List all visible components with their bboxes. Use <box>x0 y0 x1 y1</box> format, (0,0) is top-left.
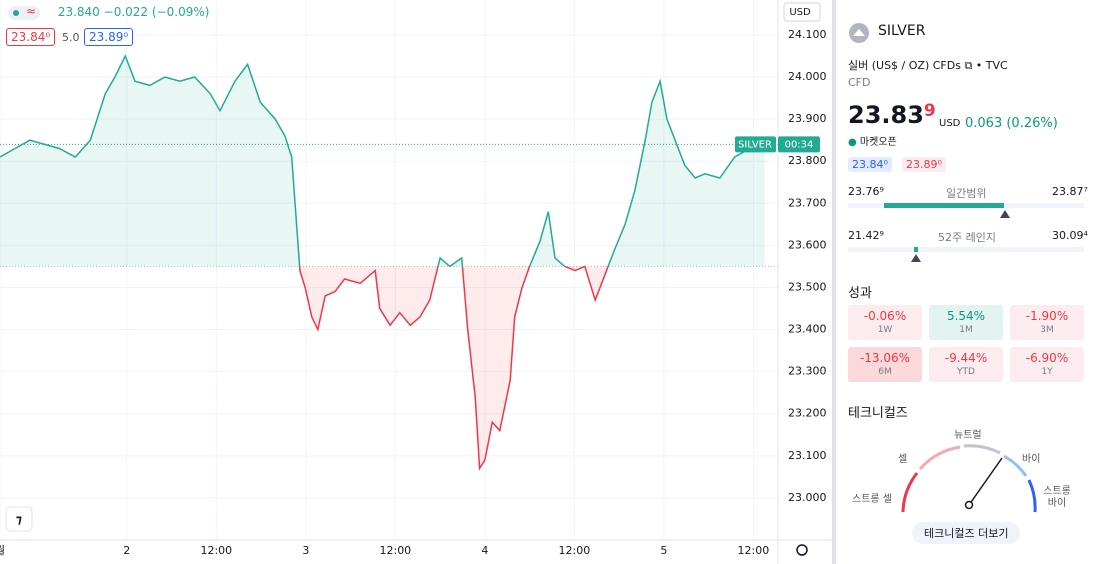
performance-value: -6.90% <box>1025 351 1069 365</box>
price-last-digit: 9 <box>923 101 936 121</box>
legend: ≈ 23.840 −0.022 (−0.09%) <box>8 4 210 20</box>
performance-value: -1.90% <box>1025 309 1069 323</box>
price: 23.839 <box>848 101 936 129</box>
panel-ask[interactable]: 23.89⁰ <box>902 157 946 172</box>
week52-label: 52주 레인지 <box>938 231 996 244</box>
y-tick-label: 23.900 <box>788 112 827 125</box>
performance-period: 1M <box>959 325 973 335</box>
performance-period: YTD <box>957 367 975 377</box>
legend-change: −0.022 (−0.09%) <box>103 5 210 19</box>
y-tick-label: 23.700 <box>788 196 827 209</box>
day-low: 23.76⁹ <box>848 185 884 198</box>
symbol-panel: SILVER 실버 (US$ / OZ) CFDs ⧉ • TVC CFD 23… <box>832 0 1096 564</box>
week52-low: 21.42⁹ <box>848 229 884 242</box>
week52-track <box>848 247 1084 252</box>
price-change: 0.063 (0.26%) <box>965 116 1058 131</box>
panel-bid[interactable]: 23.84⁰ <box>848 157 892 172</box>
chart: ⁊ USD SILVER 00:34 24.100 24.000 23.900 23.8… <box>0 0 832 564</box>
performance-value: -13.06% <box>859 351 911 365</box>
source: TVC <box>985 59 1008 72</box>
technicals-title: 테크니컬즈 <box>848 406 908 421</box>
day-range-label: 일간범위 <box>946 187 987 200</box>
price-main: 23.83 <box>848 101 924 129</box>
gauge-buy: 바이 <box>1022 454 1041 465</box>
x-tick-label: 5 <box>660 544 667 557</box>
legend-spread: 5.0 <box>62 31 80 44</box>
price-line-above <box>0 54 765 267</box>
performance-cell[interactable]: 5.54% 1M <box>929 305 1003 340</box>
countdown-label: 00:34 <box>785 139 814 150</box>
gauge-sell: 셀 <box>898 454 908 465</box>
description: 실버 (US$ / OZ) CFDs ⧉ • TVC <box>848 59 1008 72</box>
symbol-icon <box>849 23 869 43</box>
technicals-gauge <box>901 444 1037 513</box>
performance-period: 6M <box>878 367 892 377</box>
x-tick-label: 12:00 <box>559 544 591 557</box>
x-tick-label: 4 <box>481 544 488 557</box>
day-range-track <box>848 203 1084 208</box>
x-tick-label: 월 <box>0 544 5 557</box>
legend-price: 23.840 <box>57 5 100 19</box>
performance-period: 1Y <box>1041 367 1053 377</box>
performance-value: 5.54% <box>946 309 986 323</box>
symbol: SILVER <box>878 23 926 39</box>
description-text: 실버 (US$ / OZ) CFDs <box>848 59 961 72</box>
logo-mark: ⁊ <box>16 513 22 527</box>
price-currency: USD <box>939 118 961 129</box>
day-range-marker <box>1000 210 1010 218</box>
area-below <box>299 266 609 469</box>
price-line-below <box>298 266 609 471</box>
performance-cell[interactable]: -6.90% 1Y <box>1010 347 1084 382</box>
currency-label: USD <box>789 7 811 18</box>
performance-period: 3M <box>1040 325 1054 335</box>
day-high: 23.87⁷ <box>1052 185 1088 198</box>
gauge-strong-sell: 스트롱 셀 <box>852 494 892 505</box>
y-tick-label: 23.200 <box>788 407 827 420</box>
week52-marker <box>911 254 921 262</box>
legend-bid[interactable]: 23.84⁰ <box>6 28 56 46</box>
y-tick-label: 23.000 <box>788 491 827 504</box>
x-tick-label: 2 <box>123 544 130 557</box>
legend-icons: ≈ <box>8 4 40 20</box>
y-tick-label: 23.600 <box>788 238 827 251</box>
y-tick-label: 24.100 <box>788 28 827 41</box>
x-tick-label: 12:00 <box>379 544 411 557</box>
y-tick-label: 23.500 <box>788 280 827 293</box>
asset-type: CFD <box>848 76 871 89</box>
week52-high: 30.09⁴ <box>1052 229 1088 242</box>
performance-title: 성과 <box>848 286 872 301</box>
currency-selector[interactable] <box>783 2 821 22</box>
performance-value: -9.44% <box>944 351 988 365</box>
gauge-neutral: 뉴트럴 <box>954 430 982 441</box>
area-above <box>0 56 765 267</box>
symbol-tag <box>735 136 776 153</box>
settings-icon[interactable] <box>796 544 808 556</box>
x-tick-label: 12:00 <box>738 544 770 557</box>
logo[interactable] <box>5 506 33 532</box>
performance-value: -0.06% <box>863 309 907 323</box>
x-tick-label: 12:00 <box>200 544 232 557</box>
y-tick-label: 23.300 <box>788 365 827 378</box>
performance-cell[interactable]: -0.06% 1W <box>848 305 922 340</box>
y-tick-label: 23.800 <box>788 154 827 167</box>
performance-period: 1W <box>877 325 893 335</box>
performance-cell[interactable]: -13.06% 6M <box>848 347 922 382</box>
y-tick-label: 23.400 <box>788 323 827 336</box>
market-status: ● 마켓오픈 <box>848 137 897 148</box>
y-tick-label: 24.000 <box>788 70 827 83</box>
countdown-tag <box>778 136 820 153</box>
performance-cell[interactable]: -1.90% 3M <box>1010 305 1084 340</box>
x-tick-label: 3 <box>302 544 309 557</box>
technicals-button[interactable]: 테크니컬즈 더보기 <box>912 522 1021 544</box>
y-tick-label: 23.100 <box>788 449 827 462</box>
gauge-strong-buy: 스트롱 바이 <box>1043 486 1071 509</box>
symbol-tag-label: SILVER <box>738 139 772 150</box>
market-status-text: 마켓오픈 <box>859 137 897 148</box>
legend-ask[interactable]: 23.89⁰ <box>84 28 134 46</box>
performance-cell[interactable]: -9.44% YTD <box>929 347 1003 382</box>
